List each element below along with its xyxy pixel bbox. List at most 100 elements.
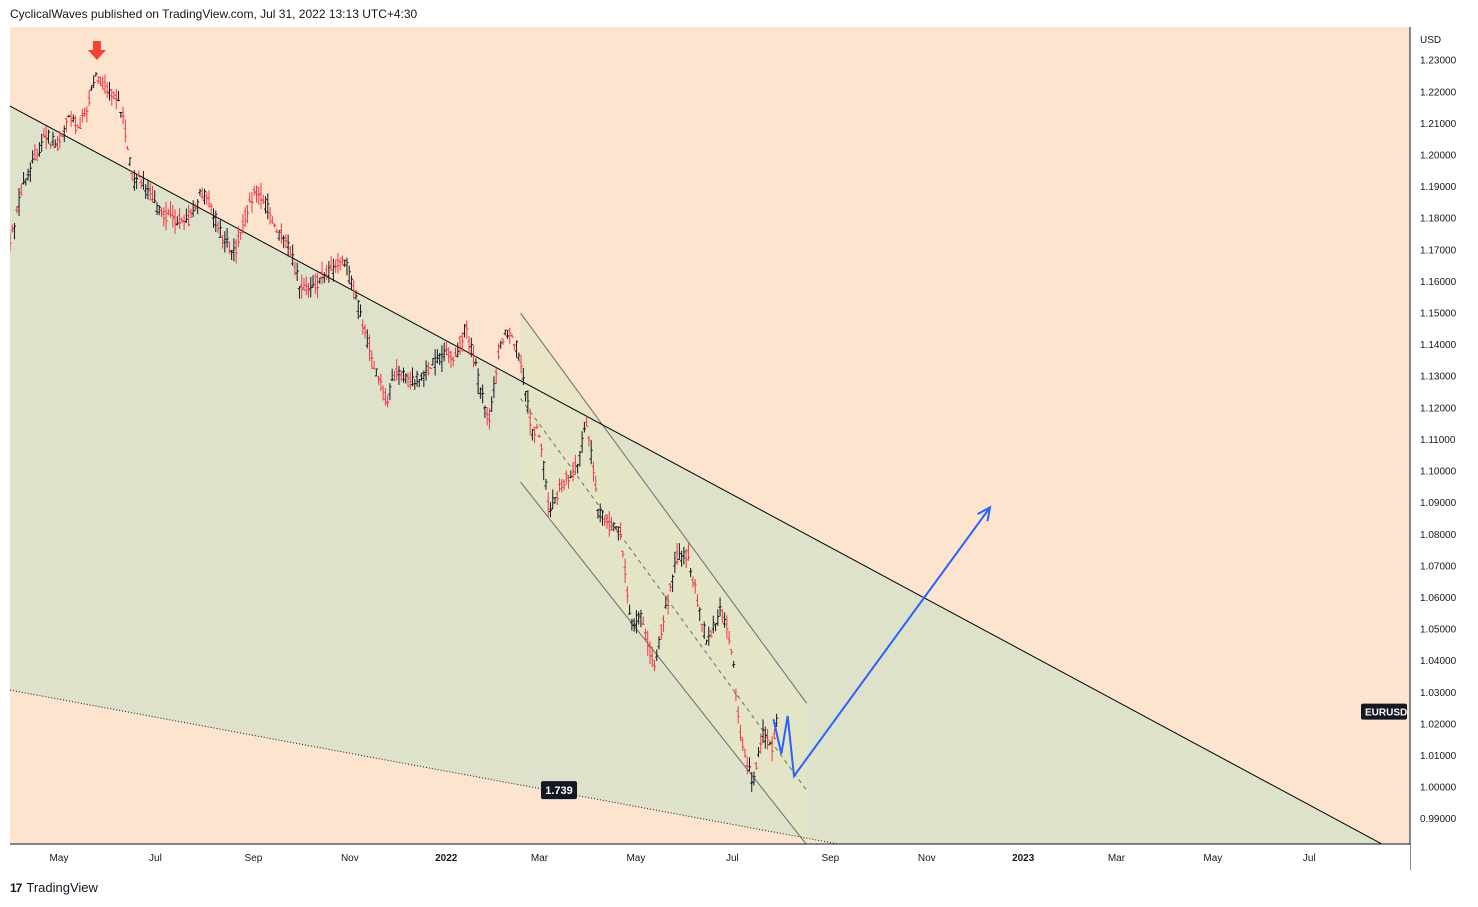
ohlc-bar [451,356,455,367]
ohlc-bar [370,350,374,369]
ohlc-bar [603,515,607,527]
ohlc-bar [114,88,118,110]
price-tick: 1.09000 [1420,498,1457,509]
time-tick: Sep [245,853,263,864]
ohlc-bar [202,188,207,205]
price-tick: 1.03000 [1420,688,1457,699]
ohlc-bar [257,186,261,205]
ohlc-bar [130,171,134,181]
ohlc-bar [426,361,430,376]
ohlc-bar [116,90,121,102]
ohlc-bar [85,106,89,123]
svg-text:EURUSD: EURUSD [1365,708,1407,719]
ohlc-bar [621,550,625,558]
ohlc-bar [704,639,709,645]
tradingview-logo-icon: 17 [10,880,22,895]
ohlc-bar [275,228,279,234]
ohlc-bar [589,440,593,465]
channel-lower-line[interactable] [520,481,807,845]
ohlc-bar [207,190,211,208]
ohlc-bar [630,618,634,631]
price-tick: 1.08000 [1420,530,1457,541]
ohlc-bar [107,81,112,101]
ohlc-bar [164,201,168,231]
ohlc-bar [103,74,107,94]
ohlc-bar [159,207,164,218]
price-tick: 0.99000 [1420,814,1457,825]
ohlc-bar [553,497,557,504]
ohlc-bar [236,226,241,248]
ohlc-bar [252,185,256,196]
ohlc-bar [331,258,335,282]
ohlc-bar [377,375,381,386]
ohlc-bar [458,335,462,355]
ohlc-bar [444,341,449,356]
ohlc-bar [392,370,397,382]
ohlc-bar [250,191,254,213]
lower-dotted-line[interactable] [10,689,843,845]
ohlc-bar [772,728,776,740]
ohlc-bar [137,170,141,178]
ohlc-bar [646,630,650,656]
ohlc-bar [702,621,706,640]
ohlc-bar [682,546,686,565]
price-tick: 1.14000 [1420,340,1457,351]
price-axis[interactable]: 1.23000 1.22000 1.21000 1.20000 1.19000 1.180… [1420,56,1457,826]
price-tick: 1.01000 [1420,751,1457,762]
main-trendline[interactable] [10,105,1384,845]
ohlc-bar [670,574,675,593]
ohlc-bar [225,228,229,248]
ohlc-bar [399,370,403,382]
channel-upper-line[interactable] [520,312,808,704]
ohlc-bar [313,273,317,294]
ohlc-bar [508,327,512,344]
ohlc-bar [417,378,421,388]
channel-middle-line[interactable] [520,398,808,791]
ohlc-bar [119,111,123,118]
ohlc-bar [600,510,605,526]
ohlc-bar [334,259,338,274]
price-tick: 1.18000 [1420,214,1457,225]
ohlc-bar [474,358,478,366]
ohlc-bar [198,188,202,196]
ohlc-bar [745,756,749,775]
ohlc-bar [616,526,620,541]
ohlc-bar [324,264,329,280]
ohlc-bar [259,182,263,209]
ohlc-bar [573,454,577,476]
ohlc-bar [440,345,444,373]
ohlc-bar [628,604,632,615]
ohlc-bar [406,372,410,388]
currency-label: USD [1420,35,1441,46]
ohlc-bar [17,187,21,217]
ohlc-bar [609,516,614,531]
time-axis[interactable]: May Jul Sep Nov 2022 Mar May Jul Sep Nov 2023 Mar Ma… [50,853,1316,864]
ohlc-bar [230,249,234,261]
ohlc-bar [449,350,453,368]
ohlc-bar [361,319,365,335]
ohlc-bar [752,771,756,786]
ohlc-bar [725,615,729,639]
ohlc-bar [675,543,679,566]
ohlc-bar [700,623,704,633]
ohlc-bar [539,443,544,458]
ohlc-bar [548,502,553,518]
ohlc-bar [245,205,250,224]
ohlc-bar [288,246,293,258]
ohlc-bar [720,609,724,624]
ohlc-bar [487,408,492,430]
ohlc-bar [227,241,231,255]
ohlc-bar [98,76,103,86]
price-tick: 1.22000 [1420,87,1457,98]
ohlc-bar [476,368,480,395]
projection-path[interactable] [772,506,991,779]
ohlc-bar [64,117,69,133]
ohlc-bar [128,157,132,167]
ohlc-bar [438,352,442,366]
ohlc-bar [580,431,584,453]
tradingview-footer[interactable]: 17 TradingView [10,880,98,895]
x-axis-band [10,845,1410,870]
ohlc-bar [555,490,559,505]
ohlc-bar [277,229,281,241]
